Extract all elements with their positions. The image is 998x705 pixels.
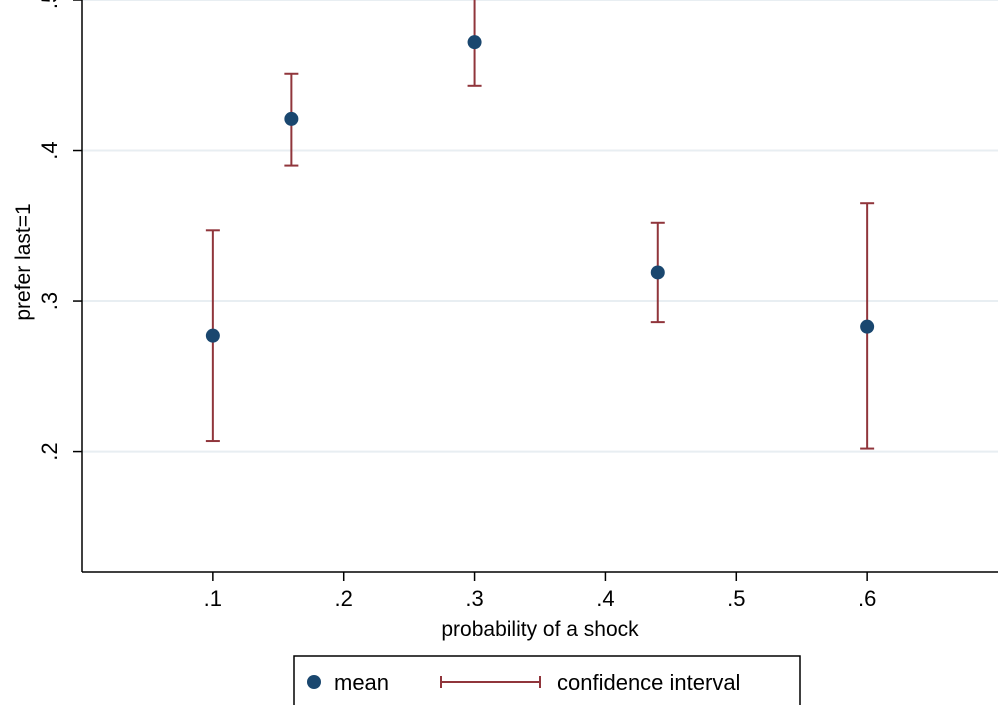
y-axis-ticks: .2 .3 .4 .5 (37, 0, 82, 461)
axes (81, 0, 998, 573)
mean-point (467, 35, 482, 50)
x-tick-label: .4 (596, 586, 614, 611)
confidence-intervals (205, 0, 875, 450)
y-tick-label: .4 (37, 141, 62, 159)
x-tick-label: .3 (465, 586, 483, 611)
mean-point (205, 328, 220, 343)
x-tick-label: .6 (858, 586, 876, 611)
x-tick-label: .1 (204, 586, 222, 611)
mean-point (284, 111, 299, 126)
x-axis-title: probability of a shock (441, 618, 639, 641)
legend-mean-label: mean (334, 670, 389, 695)
mean-point (860, 319, 875, 334)
x-tick-label: .2 (335, 586, 353, 611)
legend-ci-label: confidence interval (557, 670, 740, 695)
legend-ci-symbol (440, 676, 541, 688)
legend-mean-marker (307, 675, 321, 689)
y-axis-title: prefer last=1 (12, 203, 35, 320)
grid-lines (82, 0, 998, 453)
legend: mean confidence interval (293, 655, 801, 705)
x-axis-ticks: .1 .2 .3 .4 .5 .6 (204, 572, 876, 611)
y-tick-label: .2 (37, 442, 62, 460)
mean-points (205, 35, 875, 343)
y-tick-label: .3 (37, 292, 62, 310)
y-tick-label: .5 (37, 0, 62, 9)
x-tick-label: .5 (727, 586, 745, 611)
mean-point (650, 265, 665, 280)
legend-box (293, 655, 801, 705)
